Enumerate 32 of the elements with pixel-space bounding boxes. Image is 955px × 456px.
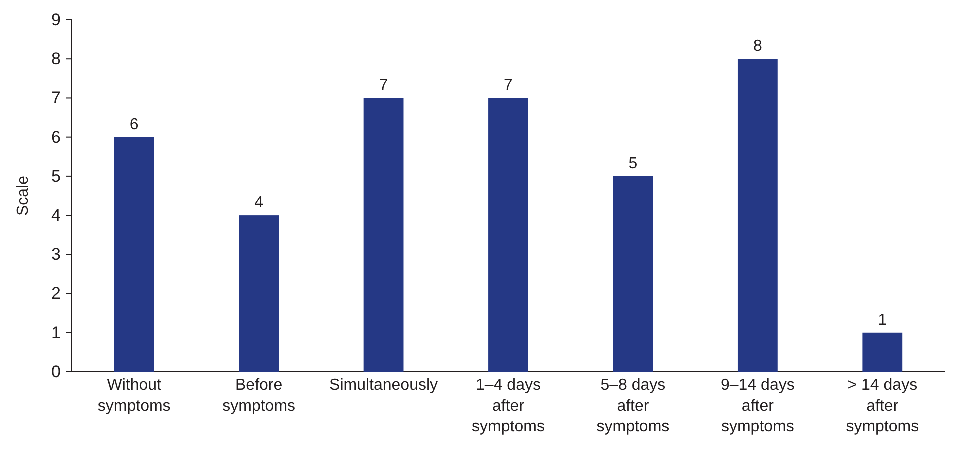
x-tick-label: > 14 days after symptoms bbox=[846, 377, 920, 436]
bar bbox=[114, 137, 154, 372]
data-label: 4 bbox=[254, 194, 264, 212]
bar bbox=[488, 98, 528, 372]
x-tick-label: 9–14 days after symptoms bbox=[721, 377, 795, 436]
y-tick-label: 0 bbox=[52, 362, 61, 382]
x-tick-label: 1–4 days after symptoms bbox=[472, 377, 545, 436]
y-tick-label: 5 bbox=[52, 166, 61, 186]
x-tick-label: 5–8 days after symptoms bbox=[596, 377, 670, 436]
data-label: 5 bbox=[628, 155, 638, 172]
bar bbox=[613, 176, 654, 372]
data-label: 7 bbox=[379, 77, 388, 94]
bar bbox=[738, 59, 778, 372]
y-tick-label: 4 bbox=[52, 206, 61, 225]
y-tick-label: 8 bbox=[52, 50, 61, 69]
y-axis-title: Scale bbox=[15, 176, 32, 216]
y-tick-label: 9 bbox=[52, 10, 61, 30]
data-label: 6 bbox=[130, 116, 139, 134]
bar bbox=[239, 216, 280, 372]
y-tick-label: 2 bbox=[52, 284, 61, 304]
x-tick-label: Before symptoms bbox=[222, 377, 296, 415]
data-label: 8 bbox=[753, 38, 762, 56]
y-tick-label: 6 bbox=[52, 128, 61, 147]
x-tick-label: Simultaneously bbox=[330, 377, 438, 394]
data-label: 7 bbox=[504, 77, 514, 94]
y-tick-label: 7 bbox=[52, 88, 61, 108]
data-label: 1 bbox=[878, 312, 888, 329]
bar bbox=[862, 332, 903, 372]
x-tick-label: Without symptoms bbox=[98, 377, 171, 415]
y-tick-label: 1 bbox=[52, 323, 61, 342]
y-tick-label: 3 bbox=[52, 245, 61, 264]
bar bbox=[364, 98, 404, 372]
